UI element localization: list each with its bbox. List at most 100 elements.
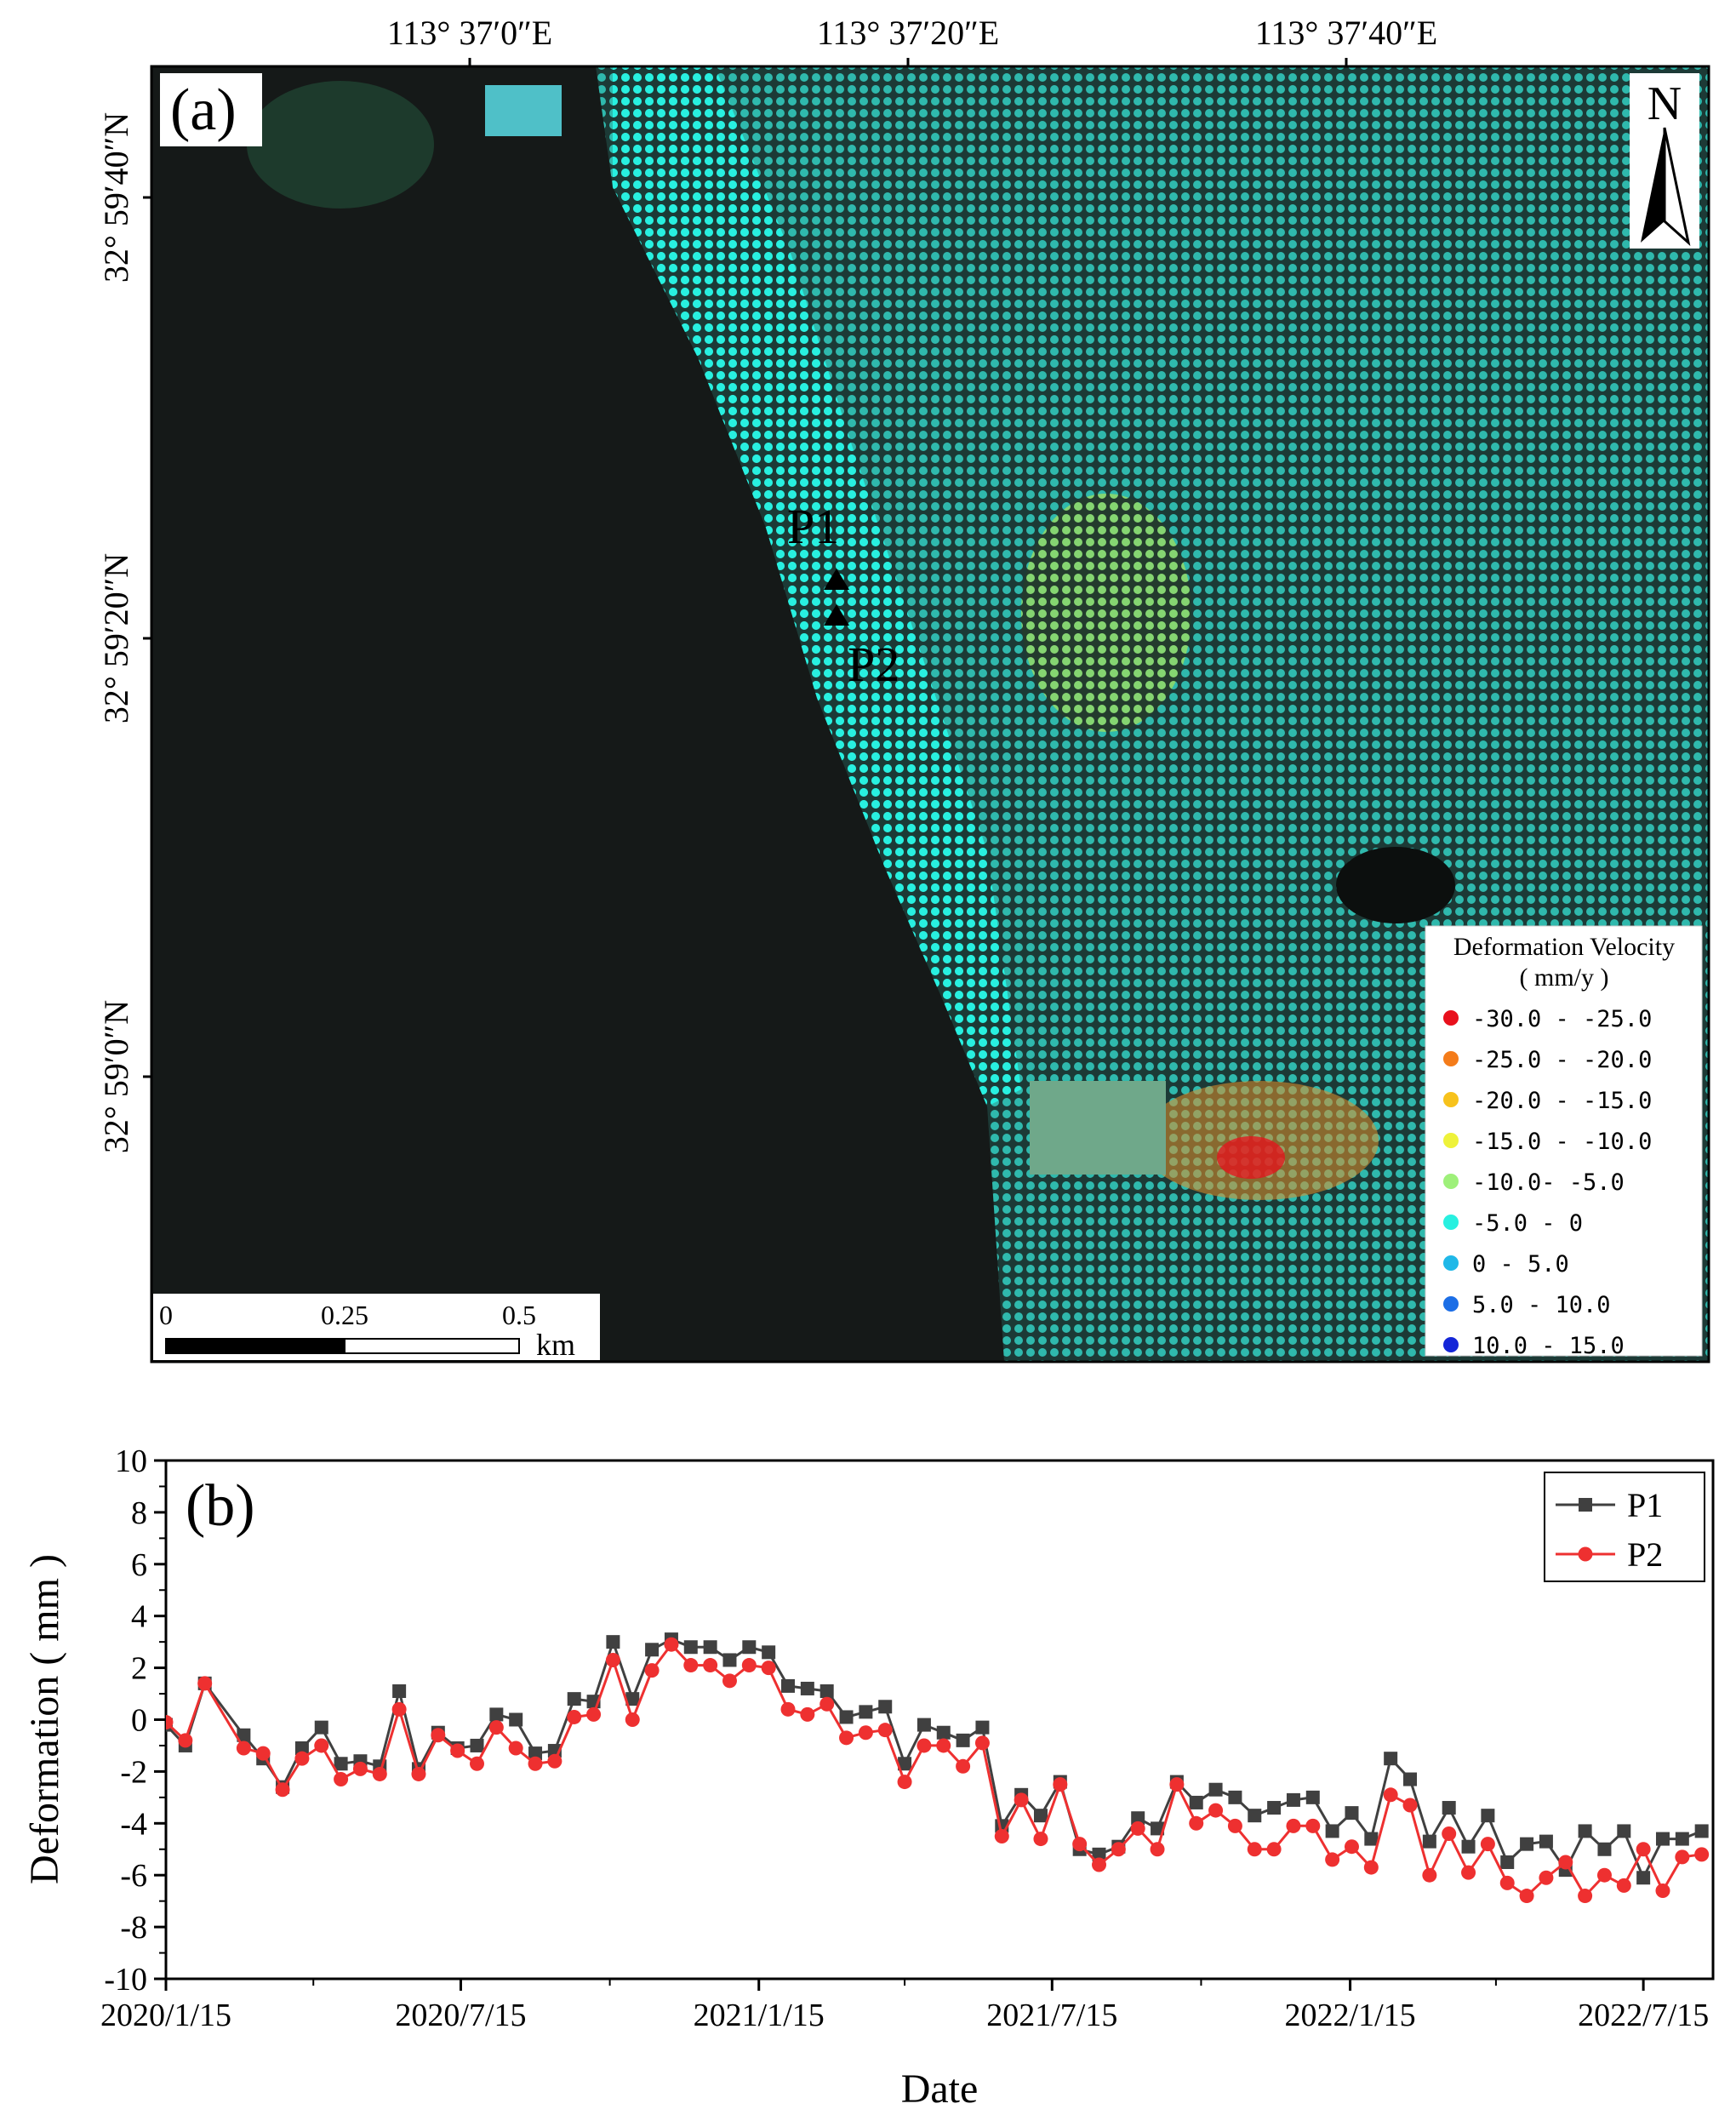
- data-point-P1: [294, 1741, 309, 1755]
- data-point-P2: [372, 1766, 387, 1781]
- coastal-strip: [613, 66, 1021, 1106]
- data-point-P2: [1227, 1818, 1242, 1833]
- data-point-P2: [1442, 1826, 1457, 1841]
- y-tick-label: -8: [120, 1910, 147, 1946]
- data-point-P2: [586, 1706, 602, 1722]
- data-point-P2: [819, 1696, 835, 1712]
- north-arrow: N: [1630, 73, 1699, 249]
- legend-swatch: [1443, 1092, 1459, 1107]
- p2-label: P2: [848, 637, 899, 692]
- data-point-P2: [800, 1706, 815, 1722]
- scale-label: 0.25: [321, 1300, 368, 1330]
- data-point-P1: [489, 1707, 504, 1722]
- legend-unit: ( mm/y ): [1520, 963, 1609, 992]
- scale-unit: km: [536, 1328, 575, 1362]
- data-point-P1: [1694, 1824, 1709, 1838]
- zone-yellow-center: [1021, 494, 1191, 732]
- y-tick-label: 4: [131, 1599, 147, 1635]
- data-point-P2: [275, 1782, 290, 1798]
- scale-label: 0.5: [502, 1300, 536, 1330]
- legend-title: Deformation Velocity: [1453, 933, 1675, 961]
- legend-class-label: -15.0 - -10.0: [1472, 1129, 1652, 1155]
- data-point-P1: [917, 1718, 931, 1732]
- x-tick-label: 2021/1/15: [694, 1998, 825, 2033]
- data-point-P2: [411, 1766, 426, 1781]
- data-point-P1: [509, 1712, 523, 1727]
- p1-label: P1: [787, 499, 839, 554]
- data-point-P1: [859, 1705, 873, 1719]
- data-point-P2: [1383, 1787, 1398, 1803]
- data-point-P2: [1208, 1803, 1224, 1818]
- legend-swatch: [1443, 1010, 1459, 1026]
- plot-frame: [164, 1459, 1715, 1981]
- data-point-P2: [974, 1735, 990, 1751]
- data-point-P2: [1616, 1878, 1631, 1893]
- data-point-P2: [1189, 1815, 1204, 1831]
- data-point-P1: [683, 1640, 698, 1655]
- data-point-P1: [1655, 1832, 1670, 1846]
- data-point-P2: [488, 1720, 504, 1735]
- data-point-P2: [703, 1658, 718, 1673]
- data-point-P2: [1150, 1842, 1165, 1857]
- x-tick-label: 2020/7/15: [395, 1998, 526, 2033]
- legend-class-label: -25.0 - -20.0: [1472, 1047, 1652, 1073]
- data-point-P1: [1151, 1821, 1165, 1836]
- y-tick-label: 2: [131, 1651, 147, 1687]
- data-point-P1: [314, 1720, 328, 1735]
- p1-triangle-icon: [824, 569, 849, 590]
- data-point-P1: [800, 1681, 814, 1695]
- data-point-P2: [1344, 1839, 1359, 1855]
- data-point-P2: [431, 1728, 446, 1743]
- data-point-P2: [1519, 1889, 1534, 1904]
- data-point-P2: [1130, 1821, 1145, 1836]
- data-point-P2: [1636, 1842, 1651, 1857]
- data-point-P2: [858, 1725, 873, 1741]
- data-point-P1: [1500, 1855, 1515, 1869]
- data-point-P1: [1092, 1847, 1106, 1861]
- data-point-P2: [1539, 1870, 1554, 1885]
- data-point-P1: [1267, 1801, 1282, 1815]
- p2-triangle-icon: [824, 604, 849, 626]
- data-point-P1: [722, 1653, 737, 1667]
- data-point-P2: [197, 1676, 213, 1691]
- x-tick-label: 2022/7/15: [1578, 1998, 1709, 2033]
- data-point-P2: [567, 1709, 582, 1724]
- zone-red-south: [1217, 1136, 1285, 1179]
- panel-label-a-bg: [160, 73, 262, 146]
- data-point-P1: [645, 1643, 660, 1657]
- legend-swatch: [1443, 1337, 1459, 1352]
- data-point-P1: [1325, 1824, 1339, 1838]
- data-point-P2: [1111, 1842, 1126, 1857]
- y-tick-label: 6: [131, 1547, 147, 1583]
- data-point-P1: [1442, 1801, 1456, 1815]
- legend-marker: [1578, 1546, 1593, 1562]
- y-axis: -10 -8 -6 -4 -2 0 2 4 6 8 10: [104, 1443, 166, 1998]
- lat-tick-label: 32° 59′40″N: [97, 112, 135, 283]
- data-point-P1: [1520, 1837, 1534, 1851]
- velocity-legend: Deformation Velocity ( mm/y ) -30.0 - -2…: [1425, 925, 1703, 1359]
- x-tick-label: 2020/1/15: [100, 1998, 231, 2033]
- legend-swatch: [1443, 1051, 1459, 1066]
- data-point-P1: [975, 1720, 990, 1735]
- series-layer: [166, 1632, 1710, 1904]
- scale-bar: 0 0.25 0.5 km: [153, 1294, 600, 1362]
- lon-tick-label: 113° 37′40″E: [1255, 14, 1437, 52]
- data-point-P2: [917, 1738, 932, 1753]
- data-point-P1: [956, 1733, 970, 1747]
- data-point-P2: [1461, 1865, 1476, 1880]
- data-point-P2: [936, 1738, 951, 1753]
- data-point-P1: [1578, 1824, 1592, 1838]
- data-point-P1: [936, 1725, 951, 1740]
- data-point-P2: [664, 1637, 679, 1652]
- data-point-P2: [314, 1738, 329, 1753]
- lon-tick-label: 113° 37′20″E: [817, 14, 999, 52]
- data-point-P1: [1033, 1809, 1048, 1823]
- legend-items: -30.0 - -25.0 -25.0 - -20.0 -20.0 - -15.0 -…: [1443, 1006, 1652, 1359]
- data-point-P2: [644, 1663, 660, 1678]
- data-point-P1: [878, 1700, 893, 1714]
- data-point-P1: [781, 1678, 796, 1693]
- data-point-P2: [178, 1733, 193, 1748]
- data-point-P1: [625, 1692, 640, 1706]
- map-panel: (a) 113° 37′0″E 113° 37′20″E 113° 37′40″…: [97, 14, 1710, 1363]
